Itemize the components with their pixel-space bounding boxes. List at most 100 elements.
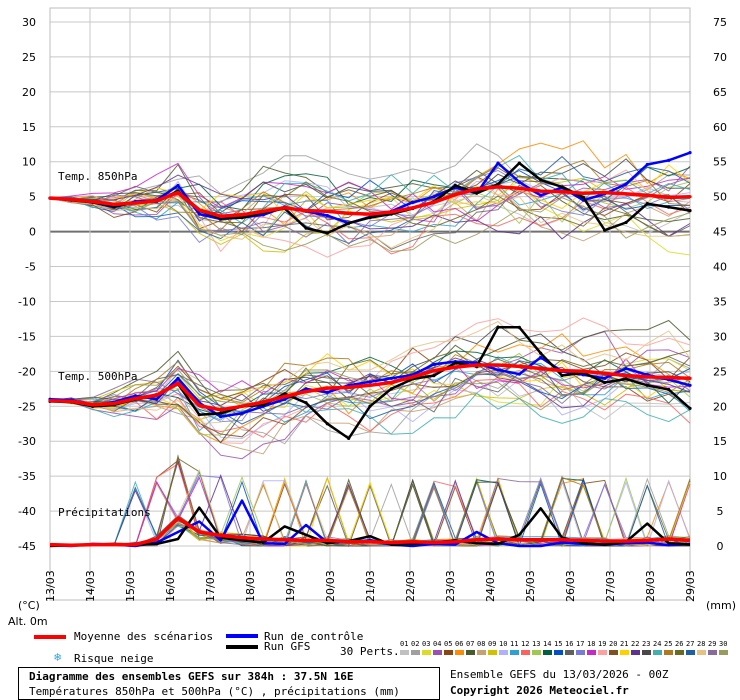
pert-legend-number: 28: [697, 640, 706, 648]
info-subtitle: Températures 850hPa et 500hPa (°C) , pré…: [29, 685, 400, 698]
mean-t500-point: [240, 404, 244, 408]
y-tick-right: 25: [713, 365, 727, 378]
pert-legend-swatch: [554, 650, 563, 655]
control-t500-point: [304, 387, 308, 391]
mean-t500-point: [69, 399, 73, 403]
control-t500-point: [325, 390, 329, 394]
y-tick-right: 5: [717, 505, 724, 518]
pert-legend-swatch: [664, 650, 673, 655]
right-unit-label: (mm): [706, 599, 736, 612]
mean-t850-point: [219, 214, 223, 218]
plot-frame: [49, 7, 691, 601]
perturbation-line: [49, 352, 691, 438]
x-tick-date: 20/03: [324, 570, 337, 602]
info-title: Diagramme des ensembles GEFS sur 384h : …: [29, 670, 354, 683]
mean-t850-point: [624, 192, 628, 196]
x-tick-date: 24/03: [484, 570, 497, 602]
y-tick-right: 50: [713, 191, 727, 204]
y-tick-right: 55: [713, 156, 727, 169]
chart-labels: Temp. 850hPa Temp. 500hPa Précipitations: [58, 170, 151, 519]
pert-legend-number: 26: [675, 640, 684, 648]
pert-legend-item: 29: [708, 640, 719, 660]
pert-legend-item: 21: [620, 640, 631, 660]
gfs-t850-point: [581, 195, 585, 199]
gfs-t500-point: [539, 351, 543, 355]
control-t850-point: [325, 213, 329, 218]
gfs-t500-point: [560, 373, 564, 378]
pert-legend-number: 17: [576, 640, 585, 648]
mean-t850-point: [176, 190, 180, 195]
gfs-t850-point: [475, 191, 479, 195]
y-tick-right: 75: [713, 16, 727, 29]
mean-t850-point: [475, 187, 479, 191]
info-box: Diagramme des ensembles GEFS sur 384h : …: [18, 667, 440, 700]
pert-legend-number: 27: [686, 640, 695, 648]
pert-legend-swatch: [510, 650, 519, 655]
gfs-t500-point: [347, 436, 351, 441]
perturbation-line: [49, 159, 691, 231]
pert-legend-number: 15: [554, 640, 563, 648]
perturbation-line: [49, 324, 691, 444]
gfs-t500-point: [603, 380, 607, 385]
y-tick-left: -35: [18, 470, 36, 483]
mean-t850-point: [304, 209, 308, 213]
perturbation-line: [49, 371, 691, 440]
gfs-t500-point: [667, 387, 671, 392]
pert-legend-number: 12: [521, 640, 530, 648]
pert-legend-swatch: [411, 650, 420, 655]
y-tick-right: 30: [713, 330, 727, 343]
mean-t850-point: [155, 199, 159, 203]
x-tick-date: 28/03: [644, 570, 657, 602]
pert-legend-item: 11: [510, 640, 521, 660]
pert-legend-number: 24: [653, 640, 662, 648]
control-t500-point: [603, 376, 607, 380]
legend-mean-swatch: [34, 635, 66, 639]
gfs-t500-point: [496, 325, 500, 329]
gfs-t500-point: [261, 403, 265, 407]
mean-t850-point: [261, 209, 265, 213]
control-t500-point: [432, 362, 436, 366]
gfs-t850-point: [240, 216, 244, 220]
pert-legend-number: 03: [422, 640, 431, 648]
legend-gfs-swatch: [226, 645, 258, 649]
pert-legend-item: 03: [422, 640, 433, 660]
perturbation-line: [49, 357, 691, 412]
pert-legend-item: 30: [719, 640, 730, 660]
y-tick-left: 10: [22, 156, 36, 169]
pert-legend-item: 01: [400, 640, 411, 660]
control-t850-point: [624, 182, 628, 186]
gfs-t850-point: [603, 228, 607, 232]
control-t500-point: [624, 366, 628, 371]
gfs-t850-point: [368, 216, 372, 220]
mean-t500-point: [624, 373, 628, 378]
pert-legend-swatch: [598, 650, 607, 655]
control-t500-point: [133, 394, 137, 398]
y-tick-right: 15: [713, 435, 727, 448]
pert-legend-swatch: [422, 650, 431, 655]
x-tick-date: 16/03: [164, 570, 177, 602]
x-tick-date: 25/03: [524, 570, 537, 602]
pert-legend-number: 10: [499, 640, 508, 648]
gfs-t850-point: [624, 220, 628, 225]
pert-legend-item: 15: [554, 640, 565, 660]
gfs-t850-point: [539, 178, 543, 182]
gfs-t850-point: [347, 221, 351, 225]
pert-legend-item: 28: [697, 640, 708, 660]
y-tick-left: -5: [25, 261, 36, 274]
legend-gfs-label: Run GFS: [264, 640, 311, 653]
perturbation-line: [49, 320, 691, 425]
pert-legend-number: 05: [444, 640, 453, 648]
pert-legend-swatch: [532, 650, 541, 655]
pert-legend-swatch: [543, 650, 552, 655]
y-tick-left: -30: [18, 435, 36, 448]
control-t500-point: [176, 376, 180, 380]
gfs-precip-line: [49, 506, 691, 548]
control-t850-point: [539, 193, 543, 197]
gfs-t500-point: [283, 392, 287, 396]
pert-legend-swatch: [620, 650, 629, 655]
pert-legend-item: 04: [433, 640, 444, 660]
x-tick-date: 17/03: [204, 570, 217, 602]
gfs-t500-point: [219, 411, 223, 415]
y-tick-right: 40: [713, 261, 727, 274]
